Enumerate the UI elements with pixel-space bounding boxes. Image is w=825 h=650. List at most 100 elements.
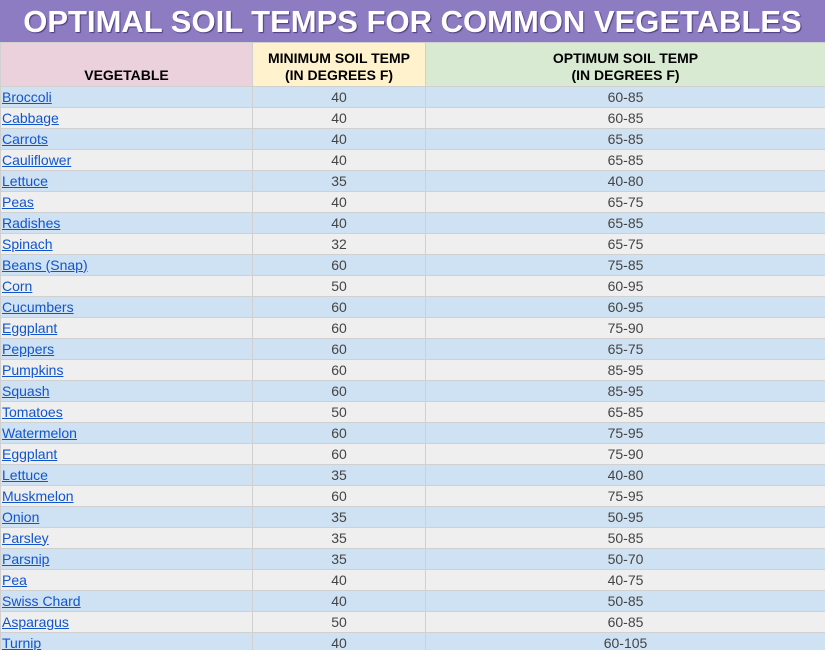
- soil-temp-table: VEGETABLE MINIMUM SOIL TEMP (IN DEGREES F)…: [0, 42, 825, 650]
- vegetable-link[interactable]: Cucumbers: [2, 298, 74, 315]
- table-cell: 50: [252, 611, 426, 633]
- table-row: Asparagus 50 60-85: [0, 611, 825, 633]
- header-cell: MINIMUM SOIL TEMP (IN DEGREES F): [252, 42, 426, 87]
- vegetable-link[interactable]: Eggplant: [2, 319, 58, 336]
- vegetable-link[interactable]: Lettuce: [2, 172, 48, 189]
- table-cell: 60: [252, 380, 426, 402]
- table-cell: 40-80: [425, 464, 825, 486]
- table-cell: 60: [252, 359, 426, 381]
- table-cell: 40: [252, 107, 426, 129]
- vegetable-link[interactable]: Spinach: [2, 235, 53, 252]
- vegetable-link[interactable]: Broccoli: [2, 88, 52, 105]
- table-cell: 60: [252, 296, 426, 318]
- table-cell: 65-85: [425, 128, 825, 150]
- table-row: Broccoli 40 60-85: [0, 86, 825, 108]
- vegetable-link[interactable]: Asparagus: [2, 613, 69, 630]
- table-cell: 75-90: [425, 317, 825, 339]
- table-cell: 60-85: [425, 86, 825, 108]
- table-cell: 60-85: [425, 107, 825, 129]
- table-cell: 40: [252, 569, 426, 591]
- vegetable-link[interactable]: Eggplant: [2, 445, 58, 462]
- vegetable-link[interactable]: Squash: [2, 382, 50, 399]
- vegetable-link[interactable]: Beans (Snap): [2, 256, 88, 273]
- table-row: Cabbage 40 60-85: [0, 107, 825, 129]
- table-row: Eggplant 60 75-90: [0, 443, 825, 465]
- table-cell: 60-85: [425, 611, 825, 633]
- table-cell: 65-85: [425, 401, 825, 423]
- table-row: Lettuce 35 40-80: [0, 464, 825, 486]
- table-cell: Pumpkins: [0, 359, 253, 381]
- table-cell: Eggplant: [0, 317, 253, 339]
- table-cell: Swiss Chard: [0, 590, 253, 612]
- table-cell: 35: [252, 506, 426, 528]
- table-row: Corn 50 60-95: [0, 275, 825, 297]
- table-cell: Onion: [0, 506, 253, 528]
- table-cell: Radishes: [0, 212, 253, 234]
- vegetable-link[interactable]: Peas: [2, 193, 34, 210]
- vegetable-link[interactable]: Carrots: [2, 130, 48, 147]
- vegetable-link[interactable]: Watermelon: [2, 424, 77, 441]
- header-text: MINIMUM SOIL TEMP: [267, 50, 411, 66]
- vegetable-link[interactable]: Turnip: [2, 634, 42, 650]
- vegetable-link[interactable]: Pea: [2, 571, 27, 588]
- table-cell: 40: [252, 86, 426, 108]
- table-cell: 60: [252, 254, 426, 276]
- header-text: VEGETABLE: [84, 67, 169, 83]
- vegetable-link[interactable]: Radishes: [2, 214, 61, 231]
- table-row: Pea 40 40-75: [0, 569, 825, 591]
- table-cell: 60-105: [425, 632, 825, 650]
- table-row: Radishes 40 65-85: [0, 212, 825, 234]
- vegetable-link[interactable]: Tomatoes: [2, 403, 63, 420]
- table-row: Eggplant 60 75-90: [0, 317, 825, 339]
- vegetable-link[interactable]: Corn: [2, 277, 33, 294]
- table-cell: Lettuce: [0, 464, 253, 486]
- table-cell: Corn: [0, 275, 253, 297]
- table-cell: 40: [252, 632, 426, 650]
- vegetable-link[interactable]: Parsley: [2, 529, 49, 546]
- table-cell: 40: [252, 191, 426, 213]
- table-cell: Tomatoes: [0, 401, 253, 423]
- table-cell: 65-75: [425, 191, 825, 213]
- table-row: Watermelon 60 75-95: [0, 422, 825, 444]
- table-row: Pumpkins 60 85-95: [0, 359, 825, 381]
- table-cell: 60: [252, 422, 426, 444]
- table-cell: Muskmelon: [0, 485, 253, 507]
- table-cell: 35: [252, 527, 426, 549]
- table-cell: Squash: [0, 380, 253, 402]
- table-cell: 50-95: [425, 506, 825, 528]
- table-cell: 60: [252, 317, 426, 339]
- table-cell: 35: [252, 548, 426, 570]
- vegetable-link[interactable]: Pumpkins: [2, 361, 64, 378]
- table-cell: 60-95: [425, 296, 825, 318]
- vegetable-link[interactable]: Muskmelon: [2, 487, 74, 504]
- header-cell: OPTIMUM SOIL TEMP (IN DEGREES F): [425, 42, 825, 87]
- table-cell: 75-95: [425, 485, 825, 507]
- table-cell: Asparagus: [0, 611, 253, 633]
- table-cell: 40: [252, 212, 426, 234]
- table-cell: 50-85: [425, 590, 825, 612]
- vegetable-link[interactable]: Onion: [2, 508, 40, 525]
- table-cell: Peas: [0, 191, 253, 213]
- table-row: Parsley 35 50-85: [0, 527, 825, 549]
- table-cell: Eggplant: [0, 443, 253, 465]
- table-cell: 65-75: [425, 338, 825, 360]
- table-cell: Parsley: [0, 527, 253, 549]
- table-cell: Pea: [0, 569, 253, 591]
- header-text: (IN DEGREES F): [571, 67, 680, 83]
- table-row: Squash 60 85-95: [0, 380, 825, 402]
- table-cell: 40-80: [425, 170, 825, 192]
- vegetable-link[interactable]: Cauliflower: [2, 151, 72, 168]
- vegetable-link[interactable]: Cabbage: [2, 109, 59, 126]
- table-cell: Parsnip: [0, 548, 253, 570]
- table-cell: 35: [252, 464, 426, 486]
- vegetable-link[interactable]: Parsnip: [2, 550, 50, 567]
- table-cell: 60: [252, 443, 426, 465]
- table-cell: 60-95: [425, 275, 825, 297]
- vegetable-link[interactable]: Peppers: [2, 340, 55, 357]
- vegetable-link[interactable]: Lettuce: [2, 466, 48, 483]
- vegetable-link[interactable]: Swiss Chard: [2, 592, 81, 609]
- table-cell: 60: [252, 338, 426, 360]
- header-cell: VEGETABLE: [0, 42, 253, 87]
- table-cell: 50-70: [425, 548, 825, 570]
- table-row: Spinach 32 65-75: [0, 233, 825, 255]
